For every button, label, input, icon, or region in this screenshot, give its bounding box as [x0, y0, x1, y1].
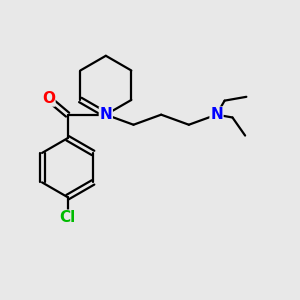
Text: O: O	[42, 91, 55, 106]
Text: N: N	[100, 107, 112, 122]
Text: Cl: Cl	[59, 210, 76, 225]
Text: N: N	[210, 107, 223, 122]
